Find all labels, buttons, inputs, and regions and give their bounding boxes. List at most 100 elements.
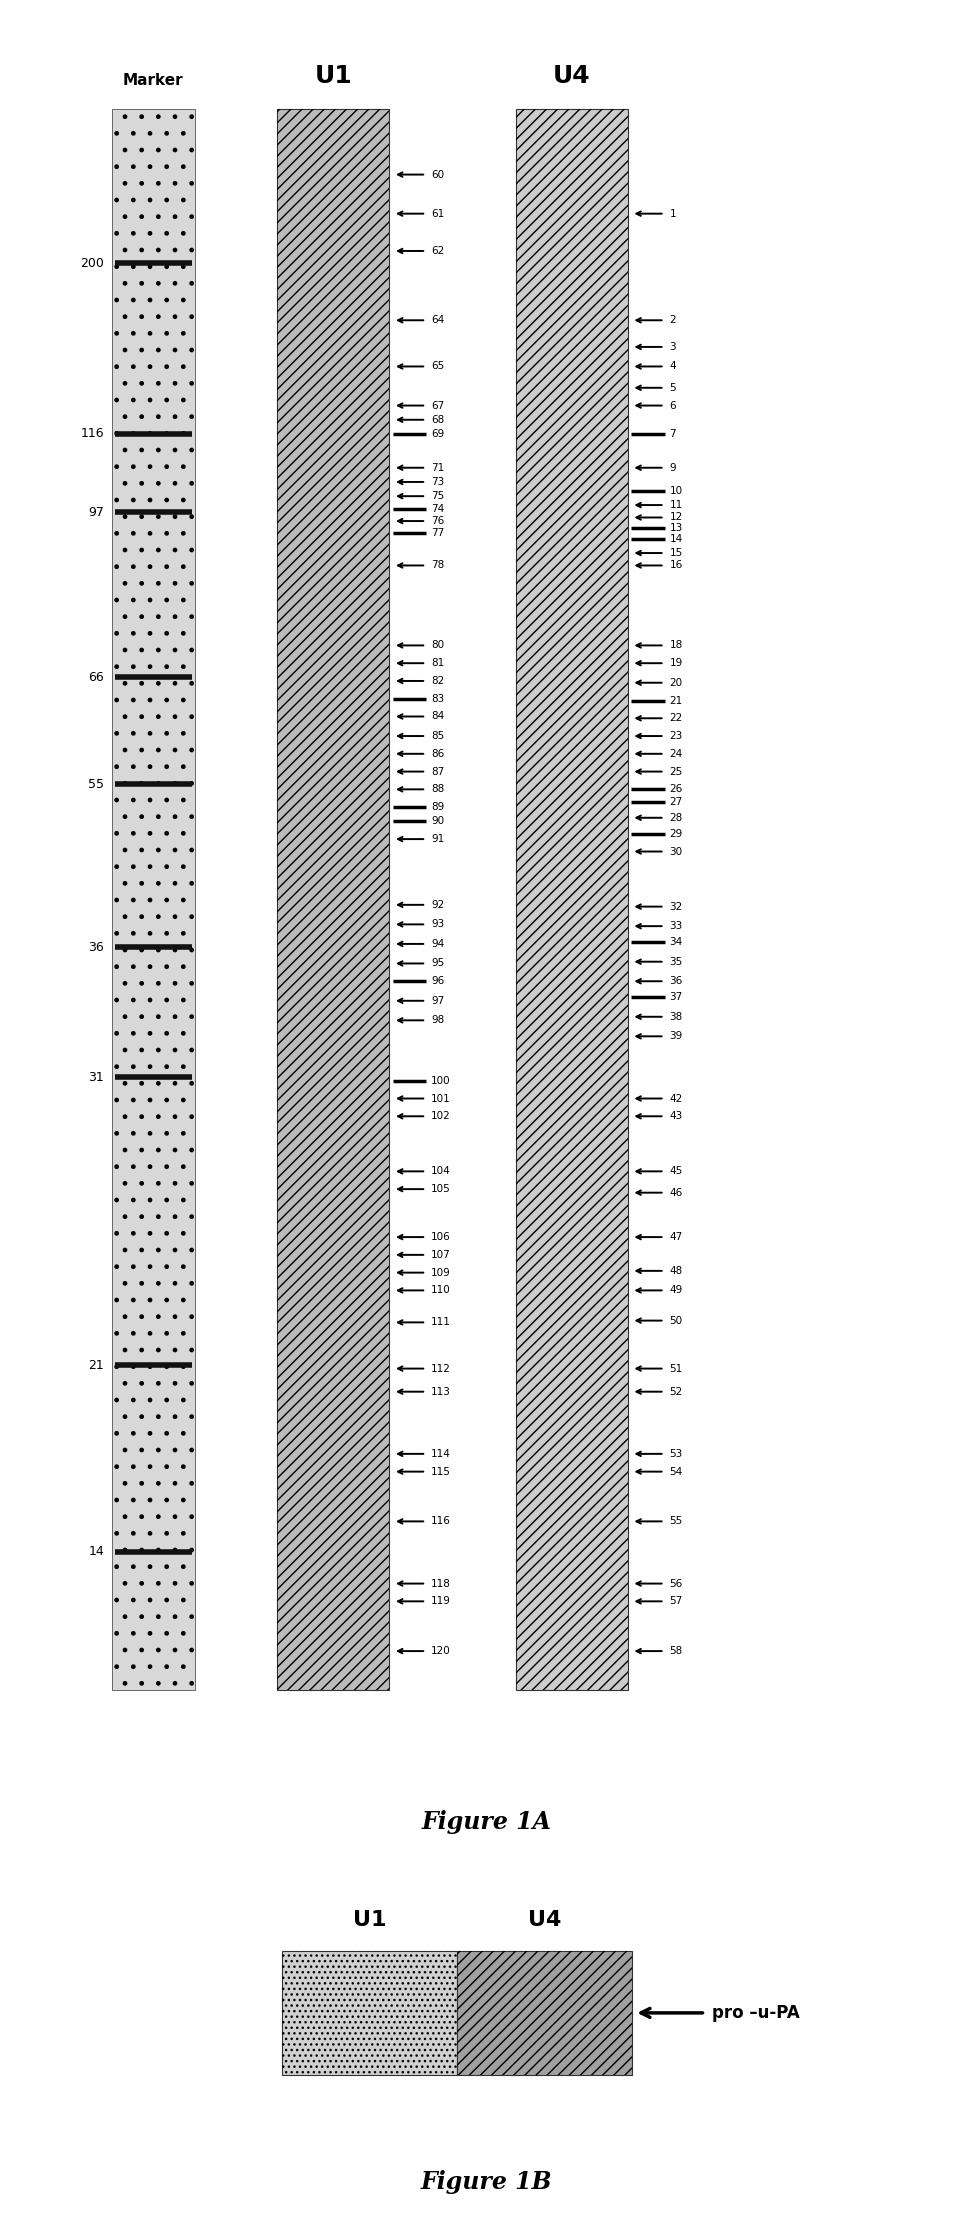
Bar [112, 109, 195, 1690]
Text: 29: 29 [669, 828, 683, 840]
Text: 109: 109 [431, 1268, 450, 1277]
Text: 20: 20 [669, 677, 682, 689]
Text: 94: 94 [431, 939, 445, 948]
Text: 16: 16 [669, 560, 683, 571]
Text: 37: 37 [669, 993, 683, 1002]
Text: 25: 25 [669, 766, 683, 777]
Text: 81: 81 [431, 657, 445, 669]
Text: 11: 11 [669, 500, 683, 511]
Text: 110: 110 [431, 1286, 450, 1295]
Text: 53: 53 [669, 1448, 683, 1459]
Text: 116: 116 [431, 1517, 450, 1526]
Text: 116: 116 [81, 426, 104, 440]
Bar [282, 1950, 457, 2074]
Text: 105: 105 [431, 1184, 450, 1195]
Text: 1: 1 [669, 209, 676, 218]
Text: 101: 101 [431, 1093, 450, 1104]
Text: 58: 58 [669, 1646, 683, 1657]
Text: 104: 104 [431, 1166, 450, 1177]
Text: 71: 71 [431, 462, 445, 473]
Text: 3: 3 [669, 342, 676, 351]
Text: 65: 65 [431, 362, 445, 371]
Text: 61: 61 [431, 209, 445, 218]
Text: 43: 43 [669, 1110, 683, 1122]
Text: 27: 27 [669, 797, 683, 806]
Text: 68: 68 [431, 415, 445, 424]
Text: 9: 9 [669, 462, 676, 473]
Text: 86: 86 [431, 748, 445, 760]
Text: 76: 76 [431, 515, 445, 526]
Text: 15: 15 [669, 549, 683, 557]
Text: 69: 69 [431, 429, 445, 440]
Text: Figure 1A: Figure 1A [421, 1810, 552, 1835]
Bar [282, 1950, 457, 2074]
Bar [112, 109, 195, 1690]
Text: 115: 115 [431, 1466, 450, 1477]
Text: 102: 102 [431, 1110, 450, 1122]
Text: 7: 7 [669, 429, 676, 440]
Bar [457, 1950, 632, 2074]
Text: 56: 56 [669, 1579, 683, 1588]
Text: 36: 36 [89, 942, 104, 955]
Text: 45: 45 [669, 1166, 683, 1177]
Text: 111: 111 [431, 1317, 450, 1328]
Text: 80: 80 [431, 640, 444, 651]
Text: 23: 23 [669, 731, 683, 742]
Text: 82: 82 [431, 675, 445, 686]
Text: 14: 14 [89, 1546, 104, 1559]
Text: 98: 98 [431, 1015, 445, 1026]
Bar [277, 109, 389, 1690]
Text: 83: 83 [431, 693, 445, 704]
Text: 26: 26 [669, 784, 683, 795]
Text: 100: 100 [431, 1075, 450, 1086]
Text: 22: 22 [669, 713, 683, 724]
Text: 36: 36 [669, 977, 683, 986]
Text: 120: 120 [431, 1646, 450, 1657]
Text: 60: 60 [431, 169, 444, 180]
Bar [516, 109, 628, 1690]
Text: 54: 54 [669, 1466, 683, 1477]
Text: 75: 75 [431, 491, 445, 502]
Text: 200: 200 [80, 258, 104, 271]
Text: 33: 33 [669, 922, 683, 931]
Text: 52: 52 [669, 1386, 683, 1397]
Text: 46: 46 [669, 1188, 683, 1197]
Text: 28: 28 [669, 813, 683, 822]
Text: 49: 49 [669, 1286, 683, 1295]
Text: 62: 62 [431, 247, 445, 255]
Text: 39: 39 [669, 1031, 683, 1042]
Text: 55: 55 [669, 1517, 683, 1526]
Text: 4: 4 [669, 362, 676, 371]
Text: 114: 114 [431, 1448, 450, 1459]
Text: 91: 91 [431, 835, 445, 844]
Text: Marker: Marker [123, 73, 184, 87]
Text: 30: 30 [669, 846, 682, 857]
Text: 32: 32 [669, 902, 683, 911]
Text: 14: 14 [669, 533, 683, 544]
Text: U1: U1 [353, 1910, 386, 1930]
Text: 97: 97 [431, 995, 445, 1006]
Text: 107: 107 [431, 1250, 450, 1259]
Text: 78: 78 [431, 560, 445, 571]
Text: 57: 57 [669, 1597, 683, 1606]
Text: 87: 87 [431, 766, 445, 777]
Text: 5: 5 [669, 382, 676, 393]
Text: 12: 12 [669, 513, 683, 522]
Text: 67: 67 [431, 400, 445, 411]
Bar [516, 109, 628, 1690]
Text: 21: 21 [89, 1359, 104, 1373]
Text: 112: 112 [431, 1364, 450, 1373]
Text: 47: 47 [669, 1233, 683, 1242]
Text: 10: 10 [669, 486, 682, 495]
Text: 50: 50 [669, 1315, 682, 1326]
Text: 92: 92 [431, 900, 445, 911]
Text: 74: 74 [431, 504, 445, 513]
Text: 48: 48 [669, 1266, 683, 1275]
Text: 2: 2 [669, 315, 676, 324]
Text: 119: 119 [431, 1597, 450, 1606]
Text: 31: 31 [89, 1071, 104, 1084]
Text: 19: 19 [669, 657, 683, 669]
Text: 6: 6 [669, 400, 676, 411]
Text: 34: 34 [669, 937, 683, 946]
Text: 35: 35 [669, 957, 683, 966]
